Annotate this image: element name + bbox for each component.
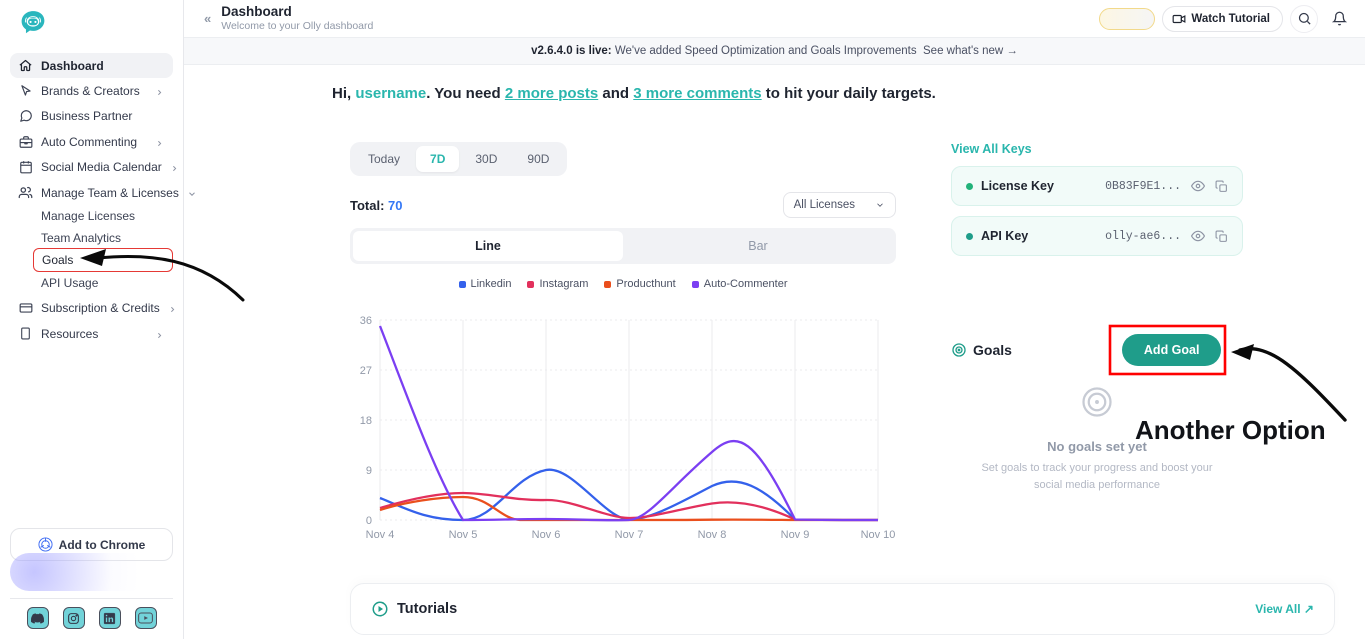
svg-text:Nov 5: Nov 5 [449,529,478,541]
svg-text:9: 9 [366,465,372,477]
svg-text:18: 18 [360,415,372,427]
svg-text:Nov 10: Nov 10 [861,529,896,541]
svg-text:Nov 7: Nov 7 [615,529,644,541]
svg-text:Nov 6: Nov 6 [532,529,561,541]
svg-text:Nov 8: Nov 8 [698,529,727,541]
svg-text:Nov 4: Nov 4 [366,529,395,541]
svg-text:Nov 9: Nov 9 [781,529,810,541]
svg-text:36: 36 [360,315,372,327]
svg-text:0: 0 [366,515,372,527]
svg-text:27: 27 [360,365,372,377]
